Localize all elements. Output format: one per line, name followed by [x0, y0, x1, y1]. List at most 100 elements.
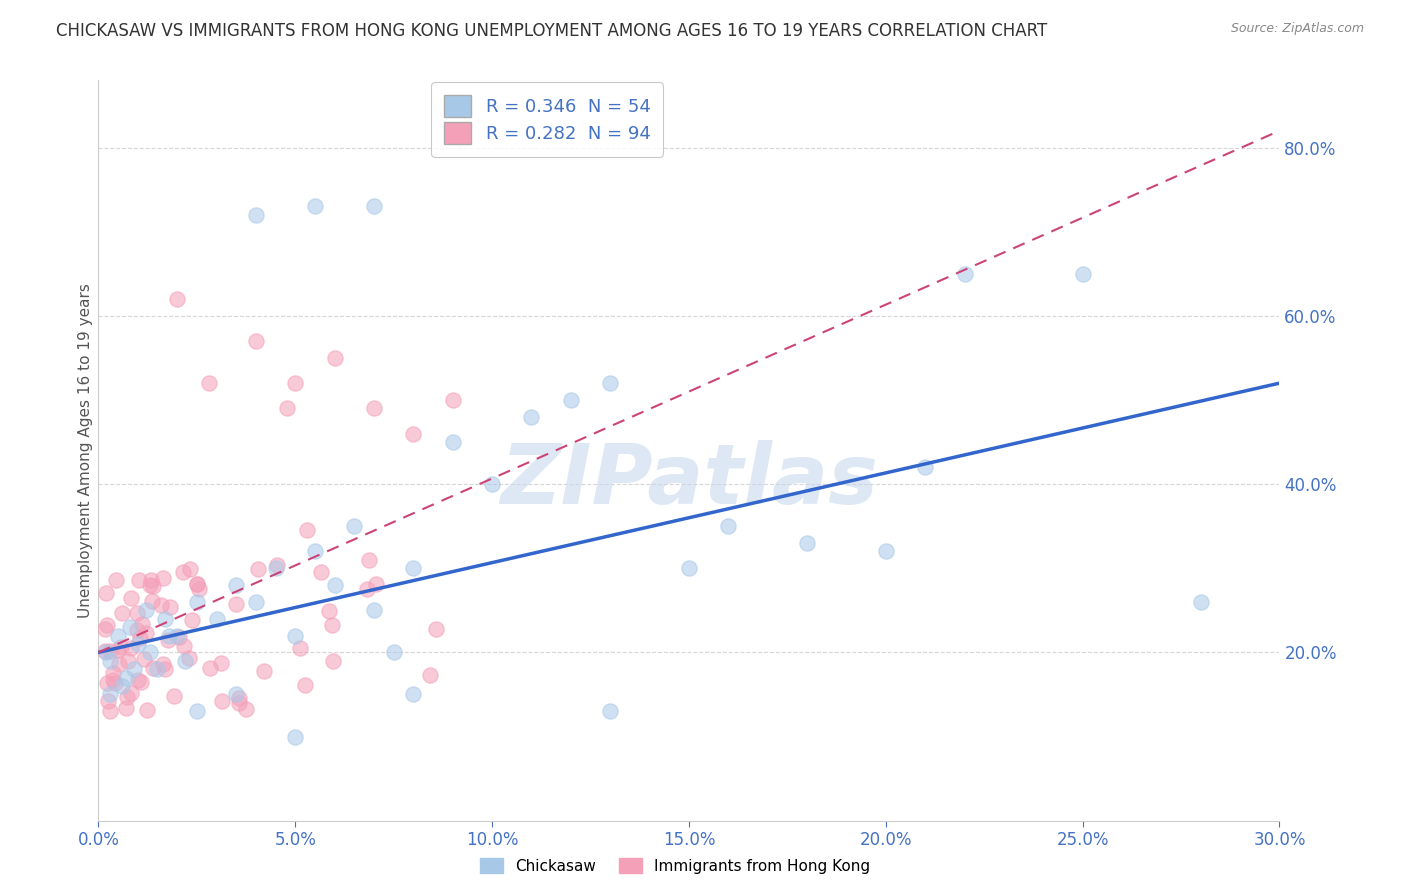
Point	[173, 639, 195, 653]
Point	[163, 689, 186, 703]
Point	[276, 401, 298, 416]
Point	[186, 704, 208, 718]
Point	[104, 573, 127, 587]
Point	[225, 597, 247, 611]
Point	[115, 671, 138, 685]
Point	[363, 401, 385, 416]
Point	[157, 632, 180, 647]
Point	[875, 544, 897, 558]
Point	[481, 477, 503, 491]
Point	[402, 561, 425, 575]
Point	[322, 654, 344, 668]
Point	[197, 376, 219, 391]
Point	[127, 673, 149, 687]
Point	[94, 644, 117, 658]
Point	[179, 562, 201, 576]
Point	[166, 628, 188, 642]
Point	[94, 622, 117, 636]
Point	[135, 626, 157, 640]
Point	[139, 573, 162, 587]
Point	[187, 582, 209, 596]
Point	[120, 640, 142, 655]
Point	[311, 565, 333, 579]
Point	[157, 628, 180, 642]
Point	[284, 730, 307, 744]
Point	[118, 620, 141, 634]
Point	[205, 612, 228, 626]
Point	[560, 392, 582, 407]
Point	[356, 582, 378, 596]
Point	[247, 561, 270, 575]
Point	[142, 579, 165, 593]
Point	[138, 645, 160, 659]
Point	[135, 603, 157, 617]
Point	[359, 553, 381, 567]
Point	[96, 645, 118, 659]
Point	[678, 561, 700, 575]
Point	[953, 267, 976, 281]
Point	[101, 673, 124, 687]
Point	[402, 426, 425, 441]
Point	[172, 565, 194, 579]
Point	[211, 694, 233, 708]
Point	[209, 656, 232, 670]
Point	[125, 623, 148, 637]
Point	[419, 667, 441, 681]
Point	[166, 292, 188, 306]
Point	[120, 686, 142, 700]
Point	[186, 577, 208, 591]
Point	[323, 578, 346, 592]
Point	[1189, 595, 1212, 609]
Point	[167, 630, 190, 644]
Point	[104, 675, 127, 690]
Point	[323, 351, 346, 365]
Point	[253, 665, 276, 679]
Point	[266, 558, 288, 572]
Point	[441, 392, 464, 407]
Point	[717, 519, 740, 533]
Point	[117, 654, 139, 668]
Point	[107, 643, 129, 657]
Point	[363, 603, 385, 617]
Point	[159, 600, 181, 615]
Point	[138, 578, 160, 592]
Legend: Chickasaw, Immigrants from Hong Kong: Chickasaw, Immigrants from Hong Kong	[474, 852, 876, 880]
Point	[134, 652, 156, 666]
Point	[177, 651, 200, 665]
Point	[111, 679, 134, 693]
Point	[599, 376, 621, 391]
Point	[96, 676, 118, 690]
Point	[284, 376, 307, 391]
Point	[108, 657, 131, 672]
Point	[186, 577, 208, 591]
Point	[174, 654, 197, 668]
Point	[402, 688, 425, 702]
Point	[366, 576, 388, 591]
Point	[520, 409, 543, 424]
Point	[180, 613, 202, 627]
Point	[235, 702, 257, 716]
Point	[200, 661, 222, 675]
Point	[131, 617, 153, 632]
Point	[152, 571, 174, 585]
Point	[146, 662, 169, 676]
Point	[304, 199, 326, 213]
Point	[425, 622, 447, 636]
Point	[245, 208, 267, 222]
Point	[290, 641, 312, 656]
Point	[115, 701, 138, 715]
Point	[94, 586, 117, 600]
Point	[98, 644, 121, 658]
Text: CHICKASAW VS IMMIGRANTS FROM HONG KONG UNEMPLOYMENT AMONG AGES 16 TO 19 YEARS CO: CHICKASAW VS IMMIGRANTS FROM HONG KONG U…	[56, 22, 1047, 40]
Point	[1071, 267, 1094, 281]
Point	[796, 536, 818, 550]
Point	[142, 661, 165, 675]
Point	[101, 665, 124, 680]
Y-axis label: Unemployment Among Ages 16 to 19 years: Unemployment Among Ages 16 to 19 years	[77, 283, 93, 618]
Point	[152, 657, 174, 671]
Point	[129, 675, 152, 690]
Point	[111, 607, 134, 621]
Point	[127, 637, 149, 651]
Point	[245, 334, 267, 348]
Text: ZIPatlas: ZIPatlas	[501, 440, 877, 521]
